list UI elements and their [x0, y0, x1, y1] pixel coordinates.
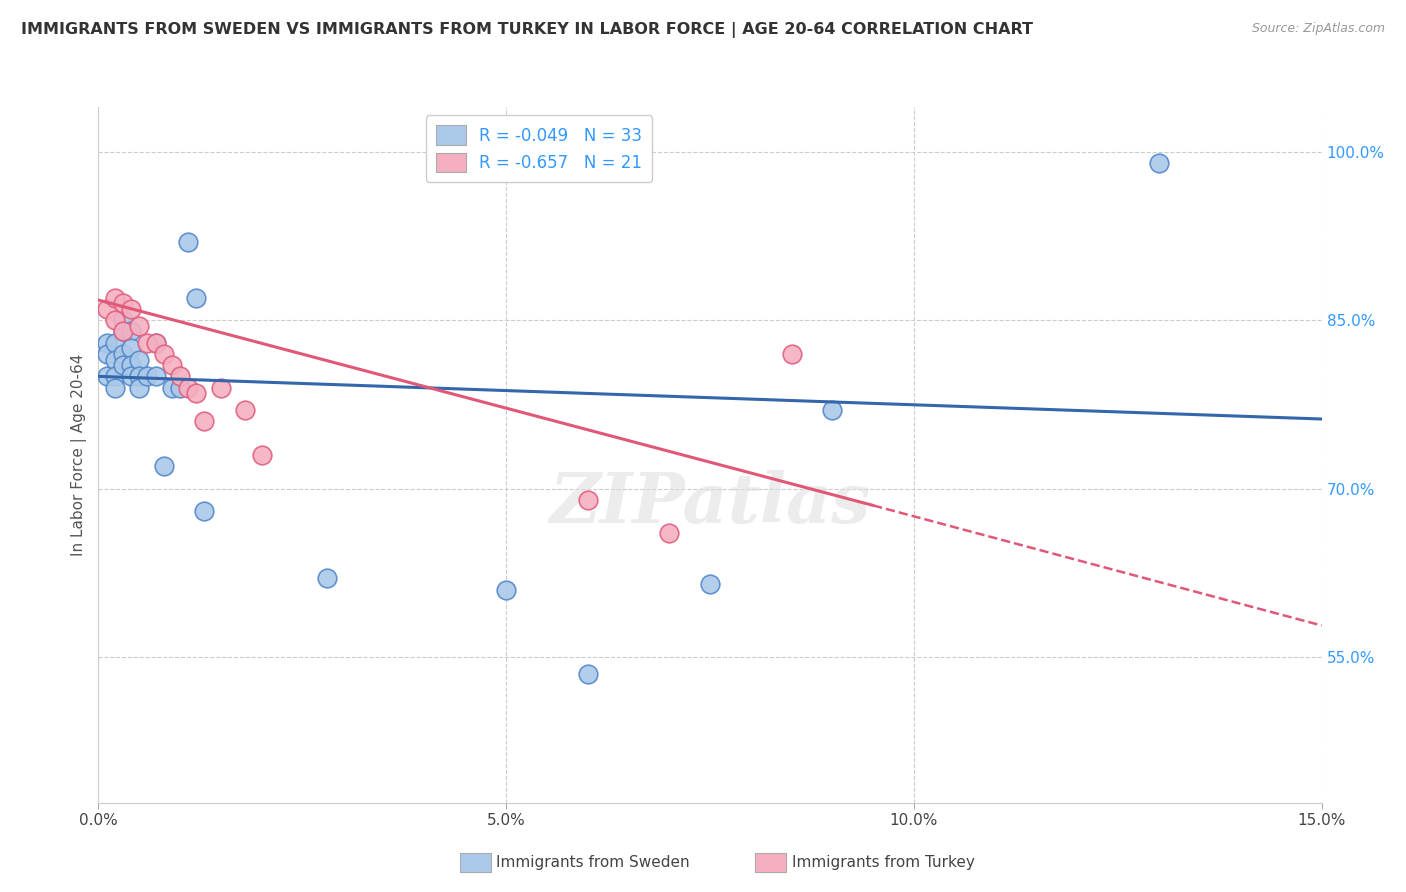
Point	[576, 492, 599, 507]
Point	[145, 335, 167, 350]
Text: Immigrants from Turkey: Immigrants from Turkey	[792, 855, 974, 870]
Point	[160, 358, 183, 372]
Point	[111, 325, 134, 339]
Point	[136, 335, 159, 350]
Text: IMMIGRANTS FROM SWEDEN VS IMMIGRANTS FROM TURKEY IN LABOR FORCE | AGE 20-64 CORR: IMMIGRANTS FROM SWEDEN VS IMMIGRANTS FRO…	[21, 22, 1033, 38]
Point	[145, 335, 167, 350]
Y-axis label: In Labor Force | Age 20-64: In Labor Force | Age 20-64	[72, 354, 87, 556]
Point	[104, 352, 127, 367]
Point	[315, 571, 337, 585]
Point	[128, 352, 150, 367]
Point	[120, 341, 142, 355]
Point	[1147, 156, 1170, 170]
Point	[111, 296, 134, 310]
Point	[111, 347, 134, 361]
Legend: R = -0.049   N = 33, R = -0.657   N = 21: R = -0.049 N = 33, R = -0.657 N = 21	[426, 115, 652, 182]
Point	[576, 666, 599, 681]
Point	[104, 291, 127, 305]
Point	[96, 369, 118, 384]
Point	[209, 381, 232, 395]
Point	[104, 313, 127, 327]
Point	[120, 358, 142, 372]
Point	[128, 381, 150, 395]
Point	[699, 577, 721, 591]
Point	[128, 318, 150, 333]
Point	[96, 347, 118, 361]
Point	[96, 301, 118, 316]
Point	[177, 381, 200, 395]
Point	[186, 386, 208, 401]
Point	[821, 403, 844, 417]
Point	[120, 369, 142, 384]
Point	[120, 301, 142, 316]
Text: Immigrants from Sweden: Immigrants from Sweden	[496, 855, 690, 870]
Point	[177, 235, 200, 249]
Point	[169, 369, 191, 384]
Point	[120, 325, 142, 339]
Point	[152, 347, 174, 361]
Point	[250, 448, 273, 462]
Point	[104, 369, 127, 384]
Point	[780, 347, 803, 361]
Point	[169, 381, 191, 395]
Point	[111, 358, 134, 372]
Point	[193, 504, 215, 518]
Point	[104, 381, 127, 395]
Point	[96, 335, 118, 350]
Point	[495, 582, 517, 597]
Point	[111, 325, 134, 339]
Text: Source: ZipAtlas.com: Source: ZipAtlas.com	[1251, 22, 1385, 36]
Point	[186, 291, 208, 305]
Point	[193, 414, 215, 428]
Point	[152, 459, 174, 474]
Point	[233, 403, 256, 417]
Point	[658, 526, 681, 541]
Point	[160, 381, 183, 395]
Text: ZIPatlas: ZIPatlas	[550, 470, 870, 537]
Point	[111, 313, 134, 327]
Point	[136, 369, 159, 384]
Point	[128, 369, 150, 384]
Point	[145, 369, 167, 384]
Point	[104, 335, 127, 350]
